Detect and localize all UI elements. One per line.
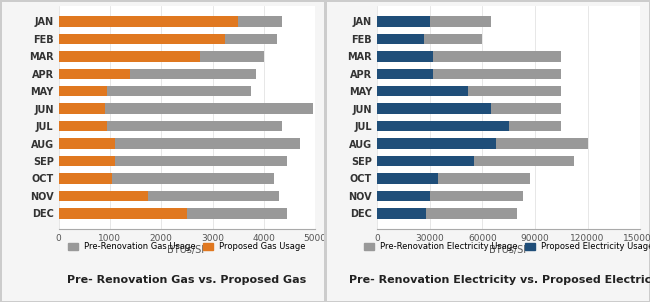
Bar [377,173,530,184]
Bar [377,191,523,201]
Legend: Pre-Renovation Gas Usage, Proposed Gas Usage: Pre-Renovation Gas Usage, Proposed Gas U… [64,239,309,255]
Bar [58,121,282,131]
Bar [58,51,200,62]
Bar [377,69,561,79]
Bar [377,34,424,44]
Bar [377,86,468,96]
Bar [377,16,430,27]
Text: Pre- Renovation Gas vs. Proposed Gas: Pre- Renovation Gas vs. Proposed Gas [67,275,307,285]
Bar [58,173,112,184]
Bar [58,138,115,149]
Bar [377,156,473,166]
Bar [377,121,561,131]
Legend: Pre-Renovation Electricity Usage, Proposed Electricity Usage: Pre-Renovation Electricity Usage, Propos… [360,239,650,255]
Bar [377,173,438,184]
Bar [58,16,282,27]
Bar [377,191,430,201]
Bar [58,208,187,219]
Bar [377,103,561,114]
Bar [58,191,280,201]
Bar [58,121,107,131]
Bar [377,208,517,219]
Bar [377,121,508,131]
Bar [377,16,491,27]
Bar [58,86,251,96]
Bar [377,138,588,149]
Bar [58,173,274,184]
X-axis label: BTUs/SF: BTUs/SF [489,245,528,255]
Bar [377,138,497,149]
Text: Pre- Renovation Electricity vs. Proposed Electricity: Pre- Renovation Electricity vs. Proposed… [350,275,650,285]
Bar [58,34,277,44]
Bar [58,69,131,79]
Bar [58,86,107,96]
Bar [58,103,105,114]
Bar [58,103,313,114]
X-axis label: BTUs/SF: BTUs/SF [167,245,207,255]
Bar [377,51,561,62]
Bar [377,103,491,114]
Bar [58,156,287,166]
Bar [377,208,426,219]
Bar [377,86,561,96]
Bar [377,34,482,44]
Bar [377,69,433,79]
Bar [58,208,287,219]
Bar [58,138,300,149]
Bar [58,156,115,166]
Bar [58,51,264,62]
Bar [377,156,573,166]
Bar [58,69,256,79]
Bar [377,51,433,62]
Bar [58,16,238,27]
Bar [58,191,148,201]
Bar [58,34,226,44]
